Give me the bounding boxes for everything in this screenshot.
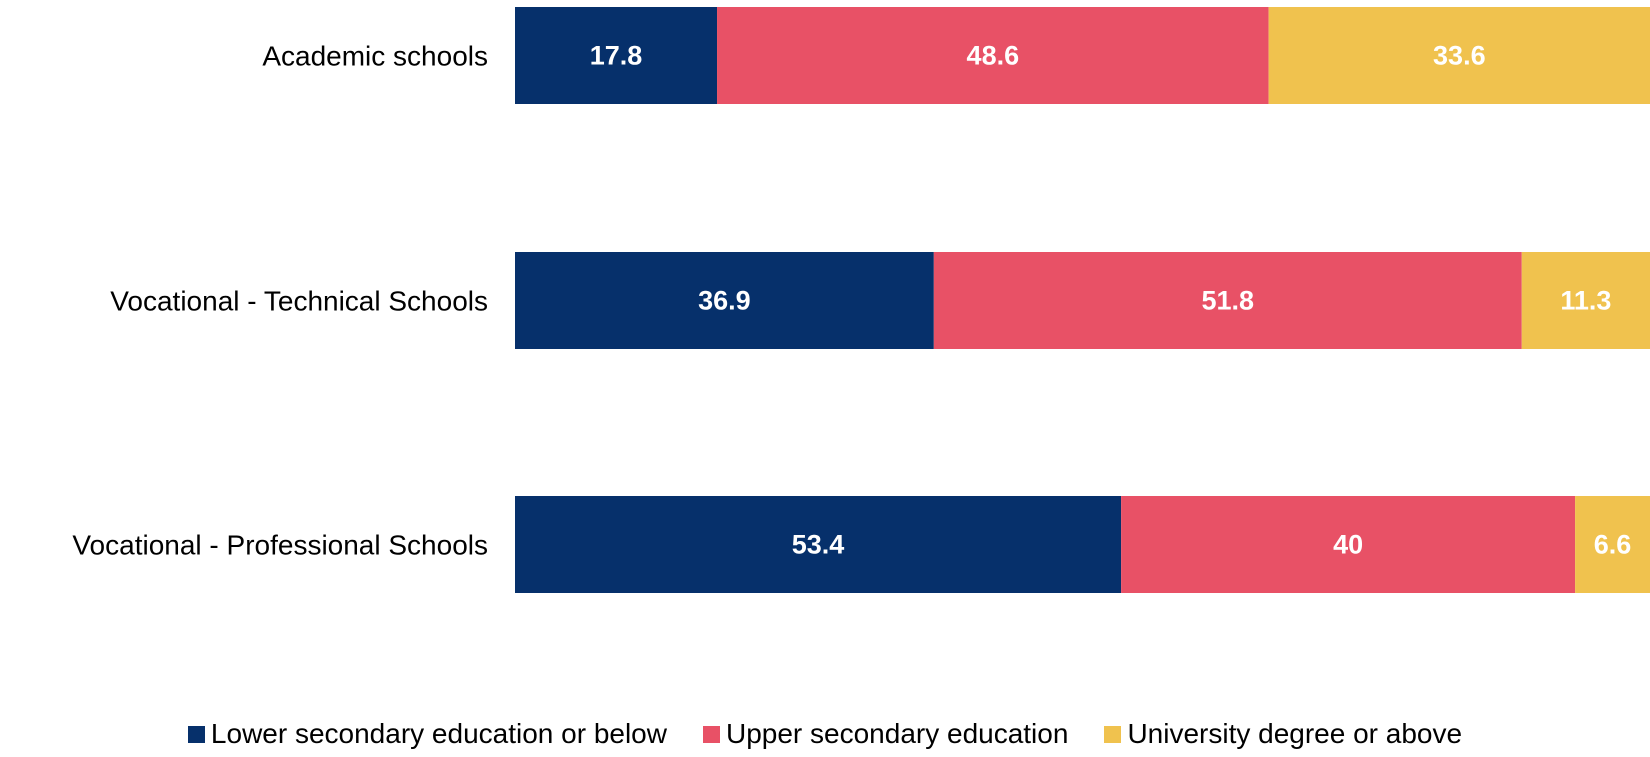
- legend-label: Upper secondary education: [725, 718, 1069, 749]
- bar-segment: [1521, 252, 1650, 349]
- bar-segment: [1268, 7, 1650, 104]
- bar-segment: [515, 496, 1122, 593]
- bar-segment: [1121, 496, 1576, 593]
- category-label: Academic schools: [262, 41, 488, 72]
- data-label: 36.9: [698, 286, 751, 316]
- bar-segment: [515, 7, 718, 104]
- bar-segment: [933, 252, 1522, 349]
- data-label: 33.6: [1433, 41, 1486, 71]
- data-label: 6.6: [1594, 530, 1632, 560]
- legend-swatch: [702, 725, 720, 743]
- legend-swatch: [1104, 725, 1122, 743]
- data-label: 53.4: [792, 530, 845, 560]
- legend-item: Lower secondary education or below: [187, 718, 667, 750]
- legend-swatch: [187, 725, 205, 743]
- bar-segment: [717, 7, 1269, 104]
- bar-segment: [515, 252, 934, 349]
- legend-item: Upper secondary education: [702, 718, 1069, 750]
- legend-item: University degree or above: [1104, 718, 1462, 750]
- data-label: 17.8: [590, 41, 643, 71]
- legend-label: University degree or above: [1127, 718, 1463, 749]
- category-label: Vocational - Professional Schools: [72, 530, 488, 561]
- chart-legend: Lower secondary education or below Upper …: [0, 718, 1650, 750]
- category-label: Vocational - Technical Schools: [110, 286, 488, 317]
- bar-segment: [1575, 496, 1650, 593]
- data-label: 40: [1333, 530, 1363, 560]
- legend-label: Lower secondary education or below: [210, 718, 667, 749]
- data-label: 51.8: [1201, 286, 1254, 316]
- data-label: 48.6: [967, 41, 1020, 71]
- data-label: 11.3: [1560, 286, 1611, 316]
